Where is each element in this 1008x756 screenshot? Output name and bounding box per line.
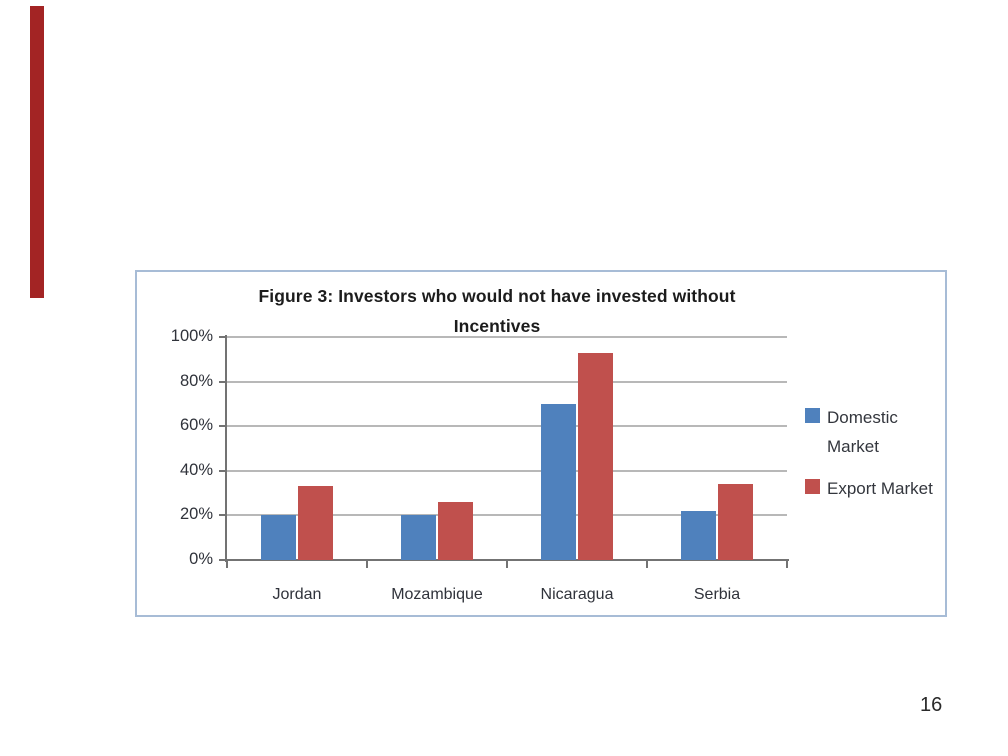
y-tick-0 bbox=[219, 559, 227, 561]
legend-item-export-market: Export Market bbox=[805, 474, 935, 503]
y-tick-60 bbox=[219, 425, 227, 428]
legend-item-domestic-market: Domestic Market bbox=[805, 403, 935, 461]
gridline-20 bbox=[227, 514, 787, 517]
bar-domestic-market-mozambique bbox=[401, 515, 436, 560]
page-number: 16 bbox=[920, 694, 943, 716]
bar-export-market-serbia bbox=[718, 484, 753, 560]
bar-export-market-mozambique bbox=[438, 502, 473, 560]
x-tick-3 bbox=[646, 560, 648, 568]
x-tick-2 bbox=[506, 560, 508, 568]
x-axis-label-mozambique: Mozambique bbox=[391, 586, 483, 603]
legend-label: Domestic Market bbox=[827, 408, 898, 456]
left-accent-bar bbox=[30, 6, 44, 298]
y-axis-label-40: 40% bbox=[179, 460, 213, 479]
gridline-80 bbox=[227, 380, 787, 383]
y-axis-label-20: 20% bbox=[179, 505, 213, 524]
y-tick-40 bbox=[219, 469, 227, 472]
gridline-40 bbox=[227, 469, 787, 472]
bar-domestic-market-serbia bbox=[681, 511, 716, 560]
chart-title-line1: Figure 3: Investors who would not have i… bbox=[258, 286, 736, 306]
x-tick-0 bbox=[226, 560, 228, 568]
x-axis-label-jordan: Jordan bbox=[272, 586, 322, 603]
y-tick-20 bbox=[219, 514, 227, 517]
y-axis-line bbox=[225, 335, 227, 562]
y-axis-label-80: 80% bbox=[179, 371, 213, 390]
bar-export-market-jordan bbox=[298, 486, 333, 560]
y-tick-80 bbox=[219, 380, 227, 383]
chart-title: Figure 3: Investors who would not have i… bbox=[217, 281, 777, 341]
chart-title-line2: Incentives bbox=[453, 316, 541, 336]
y-axis-label-0: 0% bbox=[189, 550, 213, 568]
chart-frame: Figure 3: Investors who would not have i… bbox=[135, 270, 947, 617]
gridline-60 bbox=[227, 425, 787, 428]
chart-legend: Domestic Market Export Market bbox=[805, 403, 935, 516]
y-axis-label-100: 100% bbox=[170, 327, 213, 345]
x-axis-label-nicaragua: Nicaragua bbox=[540, 586, 614, 603]
bar-domestic-market-jordan bbox=[261, 515, 296, 560]
legend-label: Export Market bbox=[827, 479, 933, 498]
plot-area: 100% 80% 60% 40% 20% 0% Jordan Mozambique Nicara… bbox=[137, 272, 945, 615]
legend-swatch-domestic-market bbox=[805, 408, 820, 423]
gridline-100 bbox=[227, 336, 787, 338]
x-axis-label-serbia: Serbia bbox=[693, 586, 741, 603]
x-tick-1 bbox=[366, 560, 368, 568]
y-tick-100 bbox=[219, 336, 227, 338]
bar-export-market-nicaragua bbox=[578, 353, 613, 560]
y-axis-label-60: 60% bbox=[179, 416, 213, 435]
x-tick-4 bbox=[786, 560, 788, 568]
bar-domestic-market-nicaragua bbox=[541, 404, 576, 560]
legend-swatch-export-market bbox=[805, 479, 820, 494]
